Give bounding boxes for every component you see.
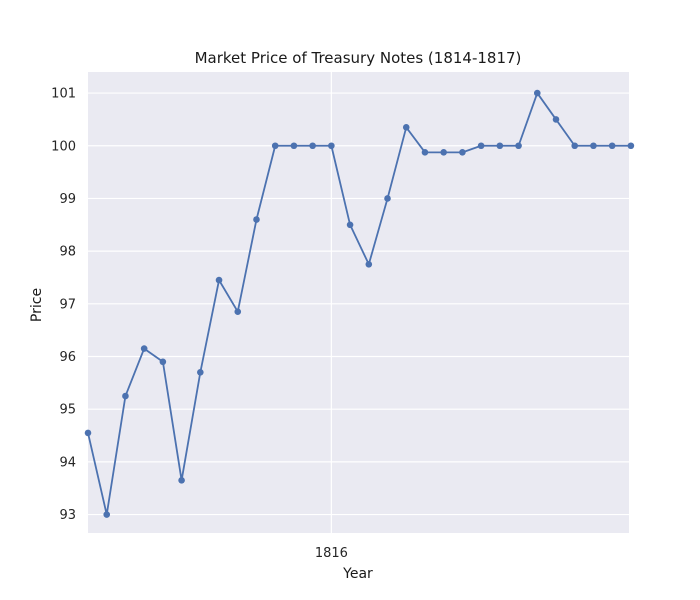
y-axis-label: Price — [29, 288, 45, 322]
data-point — [103, 511, 111, 518]
y-tick-label: 101 — [51, 87, 76, 102]
data-point — [290, 142, 298, 150]
data-point — [122, 392, 129, 400]
data-point — [159, 358, 167, 366]
series-group — [84, 89, 635, 518]
y-tick-label: 93 — [59, 508, 76, 523]
data-point — [384, 195, 391, 202]
data-point — [496, 142, 504, 150]
data-point — [515, 142, 522, 150]
data-point — [627, 142, 635, 150]
data-point — [477, 142, 485, 150]
data-point — [140, 345, 148, 352]
data-point — [533, 89, 541, 97]
chart-title: Market Price of Treasury Notes (1814-181… — [195, 49, 522, 67]
x-tick-labels: 1816 — [315, 546, 348, 561]
data-point — [346, 221, 354, 229]
y-tick-label: 100 — [51, 139, 76, 154]
data-point — [271, 142, 279, 150]
data-point — [402, 124, 410, 131]
plot-background — [88, 72, 629, 533]
data-point — [309, 142, 316, 150]
data-point — [421, 149, 429, 156]
data-point — [459, 149, 466, 156]
y-tick-label: 97 — [59, 297, 76, 312]
y-tick-labels: 93 94 95 96 97 98 99 100 101 — [51, 87, 76, 523]
data-point — [552, 116, 560, 123]
data-point — [440, 149, 447, 156]
y-tick-label: 99 — [59, 192, 76, 207]
y-tick-label: 96 — [59, 350, 76, 365]
data-point — [328, 142, 335, 150]
series-line — [87, 92, 631, 516]
data-point — [84, 429, 92, 437]
x-tick-label: 1816 — [315, 546, 348, 561]
y-tick-label: 95 — [59, 403, 76, 418]
data-point — [571, 142, 579, 150]
y-tick-label: 94 — [59, 455, 76, 470]
data-point — [608, 142, 616, 150]
y-tick-label: 98 — [59, 245, 76, 260]
data-point — [215, 276, 223, 284]
data-point — [590, 142, 597, 150]
data-point — [365, 261, 373, 268]
data-point — [178, 477, 185, 484]
data-point — [234, 308, 242, 316]
data-point — [197, 369, 204, 376]
data-point — [253, 216, 260, 223]
x-axis-label: Year — [342, 566, 373, 582]
